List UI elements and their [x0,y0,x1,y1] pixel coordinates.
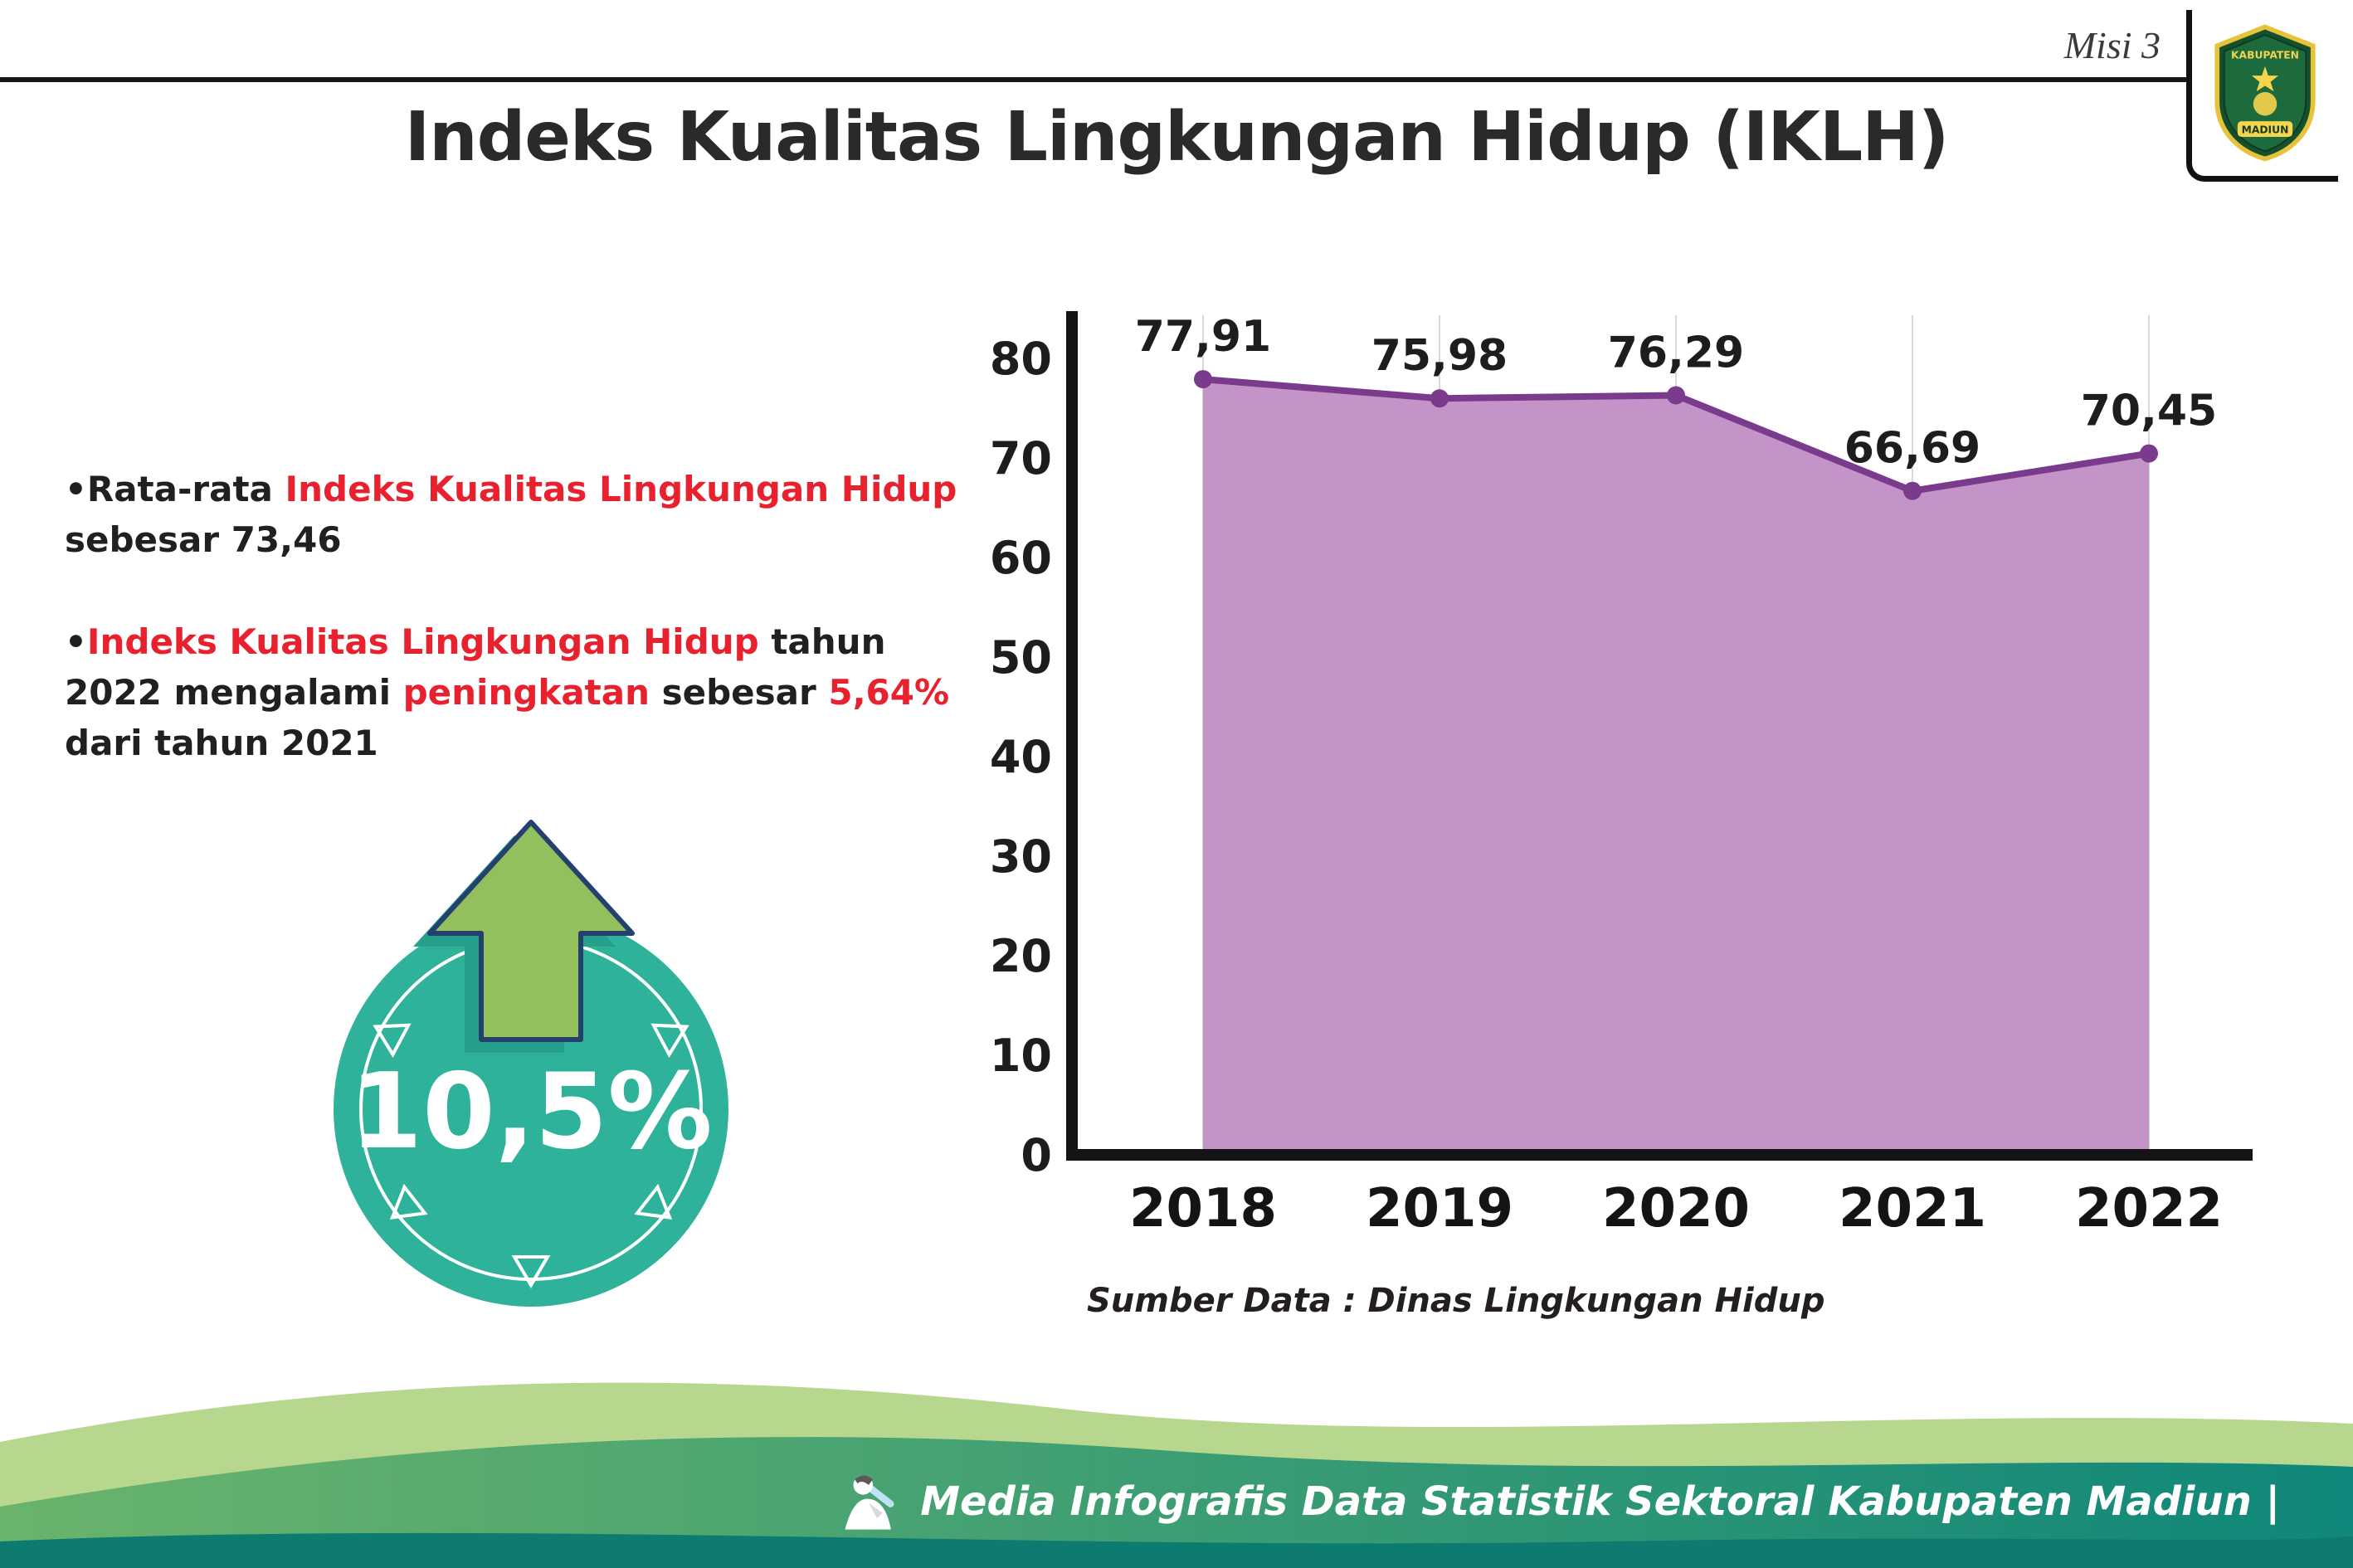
text-segment: Rata-rata [86,469,285,509]
text-segment: sebesar 73,46 [65,519,342,560]
up-arrow-icon [427,820,635,1042]
value-label: 75,98 [1371,331,1508,381]
value-label: 66,69 [1844,424,1980,474]
increase-badge: 10,5% [334,820,728,1307]
kabupaten-madiun-logo: KABUPATEN MADIUN [2214,24,2316,162]
logo-frame: KABUPATEN MADIUN [2186,10,2338,182]
x-tick-label: 2018 [1129,1178,1277,1239]
footer-caption: Media Infografis Data Statistik Sektoral… [834,1467,2280,1536]
badge-circle [334,912,728,1307]
x-tick-label: 2020 [1602,1178,1750,1239]
x-axis [1066,1149,2253,1161]
text-segment-highlight: Indeks Kualitas Lingkungan Hidup [86,621,759,662]
x-tick-label: 2021 [1839,1178,1986,1239]
data-point [1430,389,1449,408]
iklh-area-chart: 0 10 20 30 40 50 60 70 80 77,91 75,98 76,29 66,69 70,… [990,311,2253,1239]
data-point [1194,370,1212,389]
y-tick-label: 80 [990,333,1052,385]
misi-label: Misi 3 [2063,24,2161,66]
data-point [2140,444,2158,463]
y-tick-label: 40 [990,731,1052,783]
bullet-marker: • [65,621,87,662]
value-label: 70,45 [2081,387,2217,436]
bullet-average-iklh: •Rata-rata Indeks Kualitas Lingkungan Hi… [65,465,961,566]
data-point [1903,481,1922,500]
ring-tick-triangles [373,1023,689,1288]
logo-bottom-text: MADIUN [2242,124,2289,135]
text-segment: dari tahun 2021 [65,722,378,763]
badge-value: 10,5% [349,1050,712,1172]
text-segment-highlight: 5,64% [828,671,950,713]
mascot-icon [845,1475,894,1530]
key-points: •Rata-rata Indeks Kualitas Lingkungan Hi… [65,465,961,820]
y-tick-label: 20 [990,930,1052,982]
header-rule [0,77,2187,82]
bullet-marker: • [65,469,87,509]
text-segment: tahun 2022 mengalami [65,621,886,713]
y-tick-label: 70 [990,432,1052,485]
bullet-increase-2022: •Indeks Kualitas Lingkungan Hidup tahun … [65,617,961,769]
y-tick-label: 10 [990,1030,1052,1082]
logo-emblem [2253,92,2277,116]
text-segment: sebesar [650,671,829,713]
footer-caption-text: Media Infografis Data Statistik Sektoral… [920,1478,2280,1525]
value-label: 76,29 [1608,329,1744,378]
y-tick-label: 30 [990,830,1052,883]
x-tick-label: 2019 [1366,1178,1513,1239]
y-tick-label: 60 [990,532,1052,584]
page-title: Indeks Kualitas Lingkungan Hidup (IKLH) [404,98,1950,177]
value-label: 77,91 [1135,312,1271,362]
logo-banner [2237,121,2293,138]
footer-wave-decoration [0,1382,2353,1568]
area-fill [1203,379,2149,1155]
y-tick-label: 50 [990,631,1052,684]
wave-dark [0,1532,2353,1568]
x-tick-label: 2022 [2075,1178,2223,1239]
y-axis [1066,311,1078,1161]
logo-top-text: KABUPATEN [2231,49,2299,61]
data-point [1667,386,1685,405]
text-segment-highlight: Indeks Kualitas Lingkungan Hidup [285,469,957,509]
text-segment-highlight: peningkatan [402,671,650,713]
data-source: Sumber Data : Dinas Lingkungan Hidup [1087,1282,1825,1320]
logo-star-icon [2251,66,2279,92]
y-tick-label: 0 [1021,1129,1052,1181]
